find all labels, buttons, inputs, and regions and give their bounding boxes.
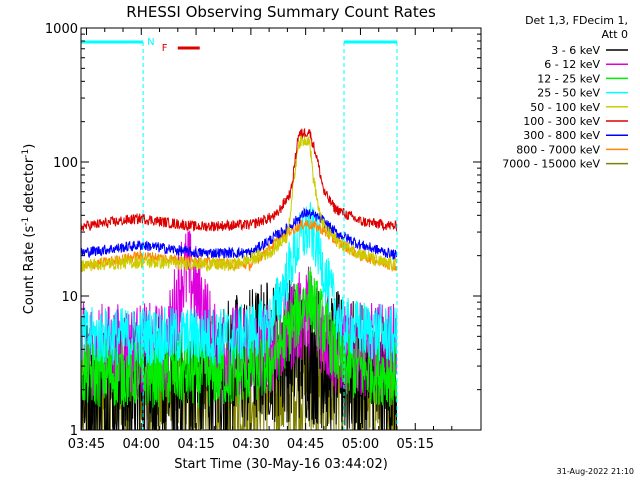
x-tick-label: 04:30 bbox=[232, 437, 269, 452]
night-label: N bbox=[147, 37, 154, 48]
legend-label: 800 - 7000 keV bbox=[516, 143, 600, 156]
legend-header: Det 1,3, FDecim 1, Att 0 bbox=[525, 14, 628, 41]
legend-label: 50 - 100 keV bbox=[530, 101, 600, 114]
legend-header-line-1: Det 1,3, FDecim 1, bbox=[525, 14, 628, 27]
y-axis-label-main: Count Rate (s bbox=[22, 226, 37, 315]
x-axis-label: Start Time (30-May-16 03:44:02) bbox=[174, 457, 388, 472]
legend-header-line-2: Att 0 bbox=[602, 28, 628, 41]
legend-label: 6 - 12 keV bbox=[544, 58, 600, 71]
x-tick-label: 03:45 bbox=[68, 437, 105, 452]
x-tick-label: 04:15 bbox=[177, 437, 214, 452]
generated-timestamp: 31-Aug-2022 21:10 bbox=[557, 467, 634, 476]
y-tick-label: 100 bbox=[53, 156, 78, 171]
flare-indicator: F bbox=[162, 43, 200, 54]
plot-frame bbox=[80, 27, 482, 431]
legend-label: 100 - 300 keV bbox=[523, 115, 600, 128]
y-axis-label-end: ) bbox=[22, 144, 37, 149]
y-axis-label: Count Rate (s-1 detector-1) bbox=[21, 144, 37, 315]
chart-title: RHESSI Observing Summary Count Rates bbox=[126, 3, 436, 21]
y-axis: 1 10 100 1000 bbox=[45, 22, 481, 439]
legend-label: 12 - 25 keV bbox=[537, 72, 600, 85]
y-tick-label: 10 bbox=[61, 290, 78, 305]
x-tick-label: 05:15 bbox=[397, 437, 434, 452]
y-tick-label: 1 bbox=[70, 424, 78, 439]
y-axis-label-sup-2: -1 bbox=[21, 149, 31, 158]
series-layer bbox=[80, 128, 398, 432]
flare-label: F bbox=[162, 43, 168, 54]
y-tick-label: 1000 bbox=[45, 22, 78, 37]
legend-label: 25 - 50 keV bbox=[537, 87, 600, 100]
x-tick-label: 04:00 bbox=[123, 437, 160, 452]
legend-label: 7000 - 15000 keV bbox=[502, 158, 600, 171]
y-axis-label-sup-1: -1 bbox=[21, 217, 31, 226]
y-axis-label-mid: detector bbox=[22, 157, 37, 217]
legend-label: 3 - 6 keV bbox=[551, 44, 600, 57]
x-axis: 03:45 04:00 04:15 04:30 04:45 05:00 05:15 bbox=[68, 28, 453, 452]
series-line-100-300kev bbox=[80, 128, 398, 232]
x-tick-label: 04:45 bbox=[287, 437, 324, 452]
x-tick-label: 05:00 bbox=[342, 437, 379, 452]
plot-area: N F 03:45 04:00 04:15 04:30 04:45 05:00 05:15 … bbox=[45, 22, 482, 452]
legend-label: 300 - 800 keV bbox=[523, 129, 600, 142]
series-line-25-50kev bbox=[80, 201, 398, 366]
